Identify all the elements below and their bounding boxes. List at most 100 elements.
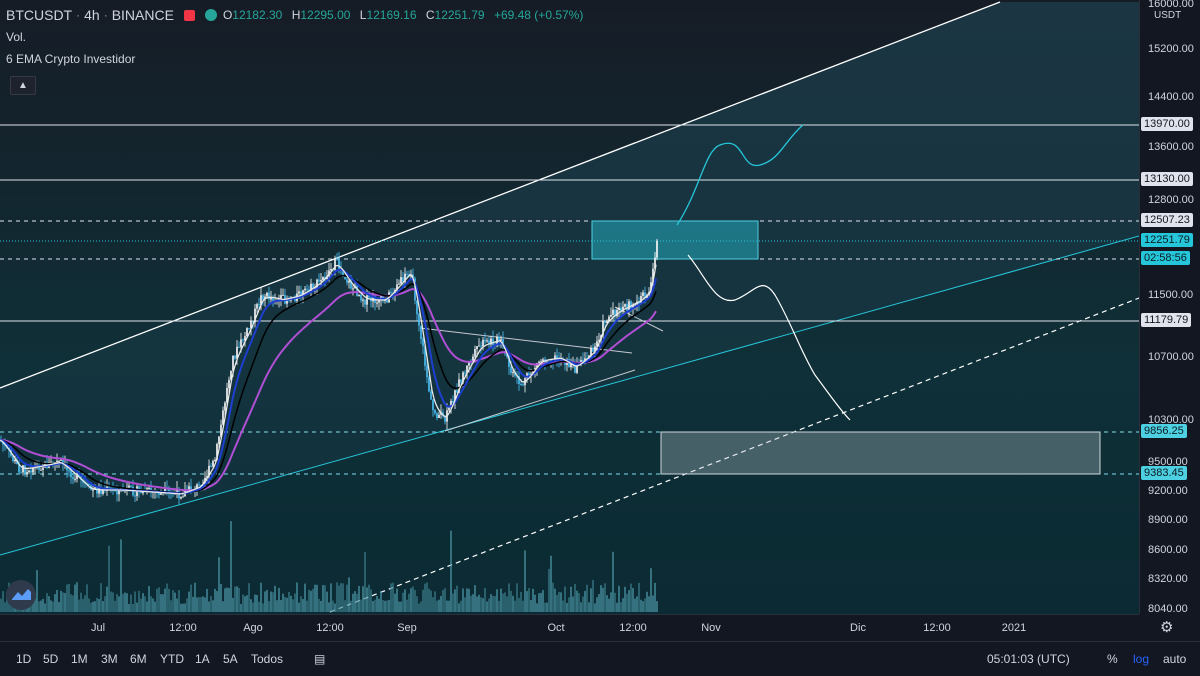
volume-bar <box>276 600 278 612</box>
price-axis[interactable]: USDT 16000.00 15200.00 14400.00 13600.00 128… <box>1139 0 1200 615</box>
triangle-lower-line[interactable] <box>444 369 636 432</box>
bullish-projection-path[interactable] <box>676 124 804 226</box>
volume-bar <box>120 539 122 612</box>
price-tick-label: 15200.00 <box>1148 43 1194 55</box>
date-range-icon[interactable]: ▤ <box>314 652 326 666</box>
volume-bar <box>70 594 72 612</box>
candle-body <box>198 484 200 486</box>
volume-bar <box>376 595 378 612</box>
volume-bar <box>468 588 470 612</box>
volume-bar <box>362 586 364 612</box>
volume-bar <box>474 585 476 612</box>
interval-label[interactable]: 4h <box>84 7 100 23</box>
volume-bar <box>162 594 164 612</box>
volume-bar <box>152 598 154 612</box>
volume-bar <box>478 594 480 612</box>
volume-bar <box>238 587 240 612</box>
auto-toggle[interactable]: auto <box>1163 652 1187 666</box>
timeframe-button-1m[interactable]: 1M <box>71 652 88 666</box>
volume-bar <box>94 601 96 612</box>
candle-body <box>436 413 438 419</box>
time-tick-label: Dic <box>850 622 866 634</box>
volume-bar <box>432 597 434 612</box>
volume-bar <box>270 591 272 612</box>
volume-bar <box>72 595 74 612</box>
symbol-name[interactable]: BTCUSDT <box>6 7 73 23</box>
candle-body <box>546 361 548 363</box>
volume-bar <box>434 591 436 612</box>
channel-lower-trendline[interactable] <box>0 235 1139 556</box>
volume-bar <box>608 598 610 612</box>
timeframe-button-1a[interactable]: 1A <box>195 652 210 666</box>
tradingview-logo-icon[interactable] <box>6 580 36 610</box>
time-axis[interactable]: Jul 12:00 Ago 12:00 Sep Oct 12:00 Nov Dic 12:00 20… <box>0 614 1139 641</box>
timeframe-button-ytd[interactable]: YTD <box>160 652 184 666</box>
candle-body <box>564 362 566 366</box>
chevron-up-icon[interactable]: ▲ <box>10 76 36 95</box>
volume-bar <box>142 593 144 612</box>
candle-body <box>366 295 368 305</box>
timeframe-button-todos[interactable]: Todos <box>251 652 284 666</box>
volume-bar <box>556 594 558 612</box>
log-toggle[interactable]: log <box>1133 652 1150 666</box>
candle-body <box>654 257 656 269</box>
candle-body <box>386 297 388 303</box>
volume-bar <box>372 601 374 612</box>
candle-body <box>56 460 58 463</box>
volume-bar <box>514 600 516 612</box>
candle-body <box>164 488 166 492</box>
volume-bar <box>298 602 300 612</box>
volume-bar <box>416 596 418 612</box>
volume-bar <box>618 585 620 612</box>
volume-bar <box>92 601 94 612</box>
volume-bar <box>584 590 586 612</box>
support-zone-box[interactable] <box>660 431 1101 475</box>
dashed-trendline[interactable] <box>329 297 1139 613</box>
candle-body <box>304 288 306 291</box>
volume-bar <box>594 603 596 612</box>
gear-icon[interactable]: ⚙ <box>1160 619 1174 636</box>
candle-body <box>376 302 378 304</box>
price-tick-label: 8040.00 <box>1148 603 1188 615</box>
candle-body <box>346 279 348 283</box>
candlesticks[interactable] <box>0 238 658 505</box>
volume-bar <box>230 521 232 612</box>
candle-body <box>460 379 462 383</box>
volume-bar <box>494 596 496 612</box>
volume-bar <box>542 590 544 612</box>
resistance-zone-box[interactable] <box>591 220 759 260</box>
candle-body <box>360 294 362 301</box>
candle-body <box>108 486 110 488</box>
candle-body <box>60 459 62 461</box>
flag-icon[interactable] <box>183 9 195 21</box>
volume-bar <box>102 601 104 612</box>
channel-upper-trendline[interactable] <box>0 1 1001 389</box>
volume-bar <box>578 593 580 612</box>
volume-legend[interactable]: Vol. <box>6 30 27 44</box>
timeframe-button-5d[interactable]: 5D <box>43 652 59 666</box>
volume-bar <box>446 600 448 612</box>
timeframe-button-5a[interactable]: 5A <box>223 652 238 666</box>
timeframe-button-6m[interactable]: 6M <box>130 652 147 666</box>
candle-body <box>634 304 636 306</box>
indicator-legend[interactable]: 6 EMA Crypto Investidor <box>6 52 136 66</box>
volume-bar <box>48 596 50 612</box>
timeframe-button-1d[interactable]: 1D <box>16 652 32 666</box>
volume-bar <box>632 588 634 612</box>
volume-bar <box>146 601 148 612</box>
candle-body <box>624 304 626 307</box>
volume-bar <box>172 590 174 612</box>
timeframe-button-3m[interactable]: 3M <box>101 652 118 666</box>
volume-bar <box>4 602 6 612</box>
candle-body <box>570 363 572 368</box>
volume-bar <box>180 603 182 612</box>
bearish-projection-path[interactable] <box>687 254 851 421</box>
candle-body <box>294 298 296 301</box>
chart-plot-area[interactable] <box>0 0 1139 614</box>
percent-toggle[interactable]: % <box>1107 652 1118 666</box>
candle-body <box>26 471 28 474</box>
candle-body <box>310 283 312 291</box>
candle-body <box>500 339 502 341</box>
candle-body <box>628 301 630 311</box>
clock-time[interactable]: 05:01:03 (UTC) <box>987 652 1070 666</box>
